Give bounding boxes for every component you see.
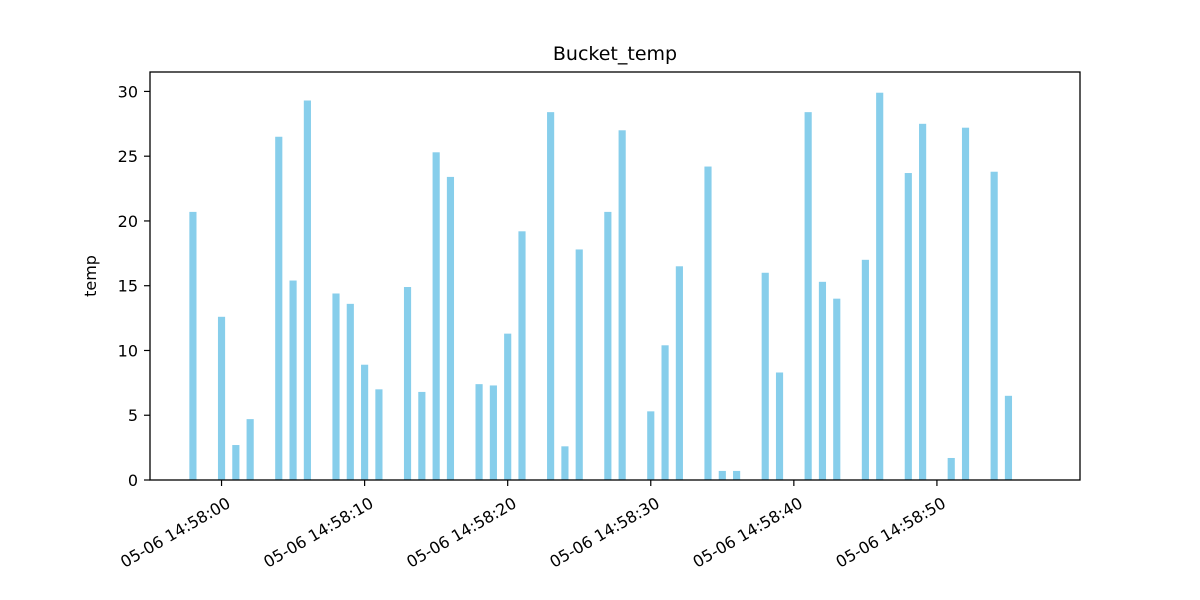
bar — [346, 303, 354, 480]
bar — [561, 446, 569, 480]
y-tick-label: 30 — [118, 82, 138, 101]
bar — [904, 173, 912, 480]
bar — [604, 211, 612, 480]
x-tick-label: 05-06 14:58:10 — [260, 493, 376, 571]
bar — [661, 345, 669, 480]
bar — [504, 333, 512, 480]
bar — [647, 411, 655, 480]
bar — [489, 385, 497, 480]
bar — [718, 470, 726, 480]
bar — [418, 391, 426, 480]
bar — [704, 166, 712, 481]
bar — [675, 266, 683, 480]
bar — [547, 112, 555, 481]
bar — [861, 259, 869, 480]
bar — [947, 457, 955, 480]
bar — [733, 470, 741, 480]
y-tick-label: 10 — [118, 341, 138, 360]
chart-title: Bucket_temp — [553, 43, 677, 65]
plot-area-frame — [149, 71, 1081, 481]
y-tick-label: 20 — [118, 212, 138, 231]
x-tick-label: 05-06 14:58:50 — [833, 493, 949, 571]
bar — [833, 298, 841, 480]
bar — [990, 171, 998, 481]
y-tick-label: 25 — [118, 147, 138, 166]
bar — [818, 281, 827, 480]
bar — [246, 419, 254, 480]
x-axis-ticks: 05-06 14:58:00 05-06 14:58:10 05-06 14:58:… — [117, 480, 949, 572]
bar — [1004, 395, 1013, 480]
bar — [961, 127, 970, 480]
bar — [232, 445, 240, 480]
bar — [876, 92, 884, 480]
bar — [775, 372, 784, 480]
y-tick-label: 0 — [128, 471, 138, 490]
bar — [518, 231, 526, 480]
bar — [189, 211, 197, 480]
x-tick-label: 05-06 14:58:00 — [117, 493, 233, 571]
bar — [275, 136, 283, 480]
x-tick-label: 05-06 14:58:30 — [546, 493, 662, 571]
bar — [332, 293, 340, 480]
y-tick-label: 15 — [118, 277, 138, 296]
bar — [289, 280, 297, 480]
bar — [446, 176, 455, 480]
bar — [618, 130, 626, 481]
bar — [217, 316, 226, 480]
bar — [361, 364, 369, 480]
x-tick-label: 05-06 14:58:20 — [403, 493, 519, 571]
bar — [475, 384, 483, 480]
y-axis-ticks: 0 5 10 15 20 25 30 — [118, 82, 150, 490]
bar — [303, 100, 311, 480]
x-tick-label: 05-06 14:58:40 — [689, 493, 805, 571]
bar — [375, 389, 383, 480]
bar-series — [189, 92, 1013, 481]
bar — [919, 123, 927, 480]
bar — [804, 112, 812, 481]
bar — [761, 272, 769, 480]
y-tick-label: 5 — [128, 406, 138, 425]
y-axis-label: temp — [81, 255, 100, 297]
bar — [575, 249, 583, 480]
bar — [403, 287, 412, 480]
bar — [432, 152, 440, 481]
